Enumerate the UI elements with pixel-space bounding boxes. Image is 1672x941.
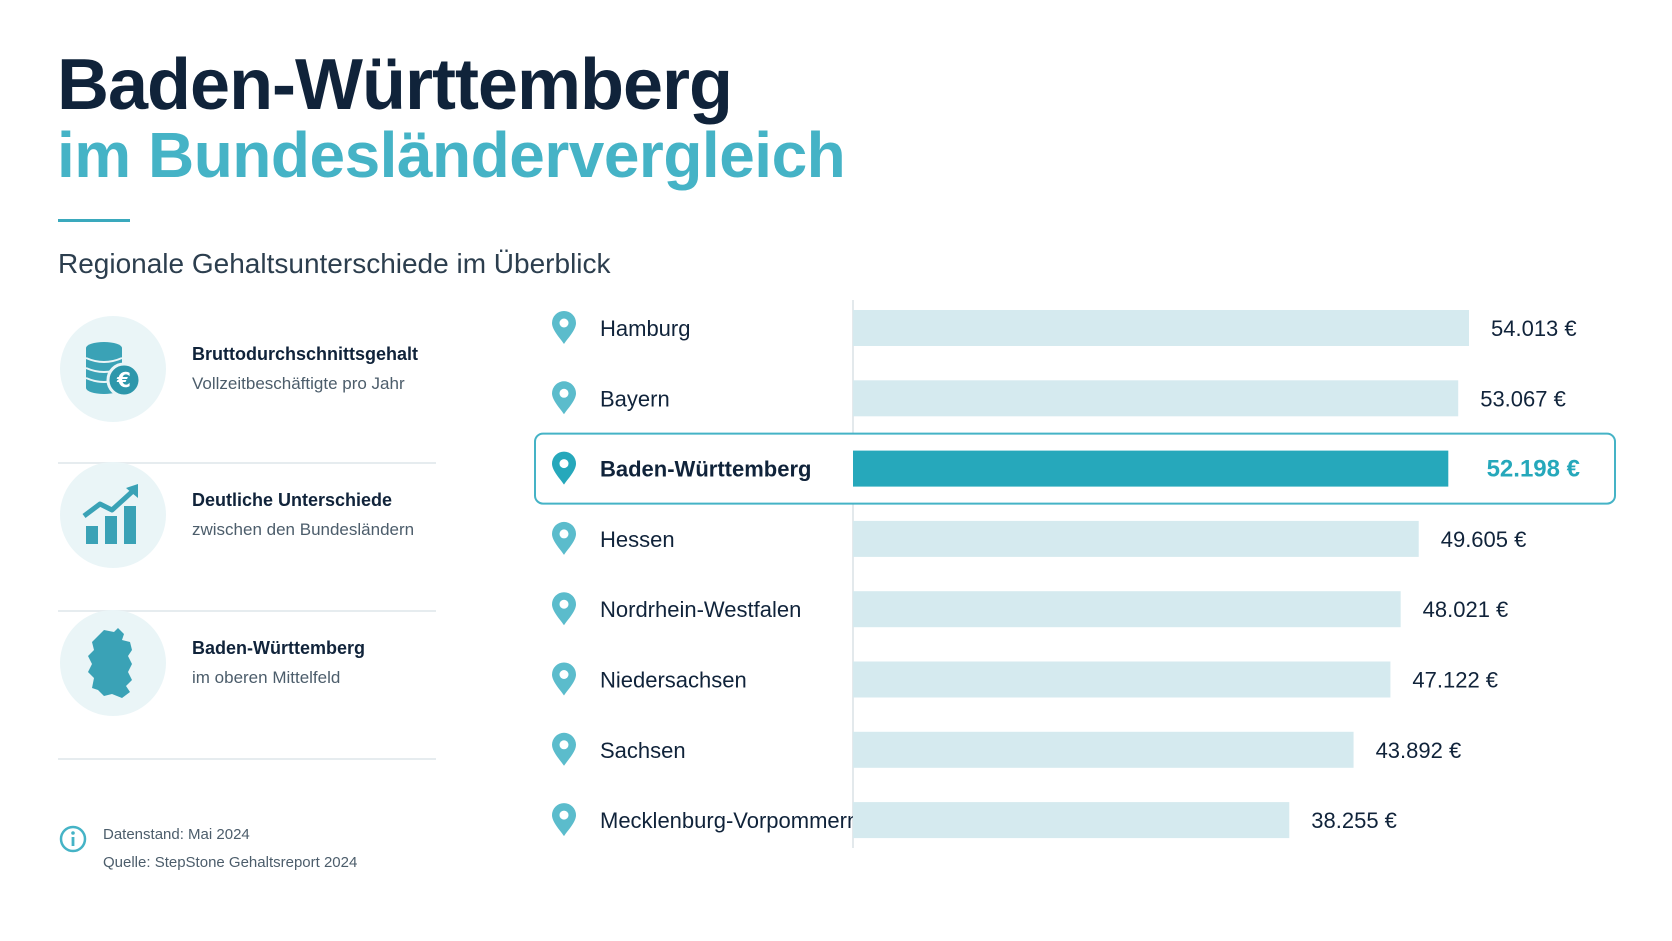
value-label: 53.067 €: [1480, 386, 1566, 411]
category-label: Bayern: [600, 386, 670, 411]
page-title-secondary: im Bundesländervergleich: [57, 119, 846, 191]
bar: [853, 802, 1290, 839]
growth-chart-icon: [60, 462, 166, 568]
feature-item-salary: € Bruttodurchschnittsgehalt Vollzeitbesc…: [58, 314, 436, 464]
svg-text:€: €: [116, 368, 131, 392]
feature-subtitle: zwischen den Bundesländern: [192, 520, 415, 539]
value-label: 38.255 €: [1311, 808, 1397, 833]
value-label: 52.198 €: [1487, 456, 1580, 483]
coins-euro-icon: €: [60, 316, 166, 422]
category-label: Sachsen: [600, 738, 686, 763]
location-pin-icon: [552, 451, 576, 485]
category-label: Nordrhein-Westfalen: [600, 597, 801, 622]
bar: [853, 731, 1354, 768]
category-label: Niedersachsen: [600, 668, 747, 693]
page-title: Baden-Württemberg: [57, 45, 733, 125]
bar: [853, 450, 1449, 487]
value-label: 54.013 €: [1491, 316, 1577, 341]
value-label: 47.122 €: [1412, 668, 1498, 693]
data-date-note: Datenstand: Mai 2024: [103, 826, 250, 843]
location-pin-icon: [552, 592, 576, 626]
feature-title: Baden-Württemberg: [192, 638, 366, 658]
feature-item-differences: Deutliche Unterschiede zwischen den Bund…: [58, 462, 436, 612]
bar: [853, 591, 1401, 628]
info-icon: [59, 825, 87, 853]
location-pin-icon: [552, 803, 576, 837]
feature-title: Bruttodurchschnittsgehalt: [192, 344, 419, 364]
accent-divider: [58, 219, 130, 222]
location-pin-icon: [552, 521, 576, 555]
location-pin-icon: [552, 662, 576, 696]
feature-subtitle: Vollzeitbeschäftigte pro Jahr: [192, 374, 405, 393]
feature-title: Deutliche Unterschiede: [192, 490, 393, 510]
category-label: Hamburg: [600, 316, 690, 341]
page-subtitle: Regionale Gehaltsunterschiede im Überbli…: [58, 248, 611, 279]
category-label: Baden-Württemberg: [600, 457, 811, 482]
feature-subtitle: im oberen Mittelfeld: [192, 668, 341, 687]
bar: [853, 380, 1459, 417]
location-pin-icon: [552, 381, 576, 415]
value-label: 49.605 €: [1441, 527, 1527, 552]
value-label: 48.021 €: [1423, 597, 1509, 622]
bar: [853, 520, 1419, 557]
source-note: Quelle: StepStone Gehaltsreport 2024: [103, 854, 358, 871]
location-pin-icon: [552, 311, 576, 344]
bar: [853, 661, 1391, 698]
value-label: 43.892 €: [1376, 738, 1462, 763]
feature-item-position: Baden-Württemberg im oberen Mittelfeld: [58, 610, 436, 760]
category-label: Mecklenburg-Vorpommern: [600, 808, 859, 833]
location-pin-icon: [552, 732, 576, 766]
bar: [853, 310, 1469, 346]
germany-map-icon: [60, 610, 166, 716]
category-label: Hessen: [600, 527, 675, 552]
